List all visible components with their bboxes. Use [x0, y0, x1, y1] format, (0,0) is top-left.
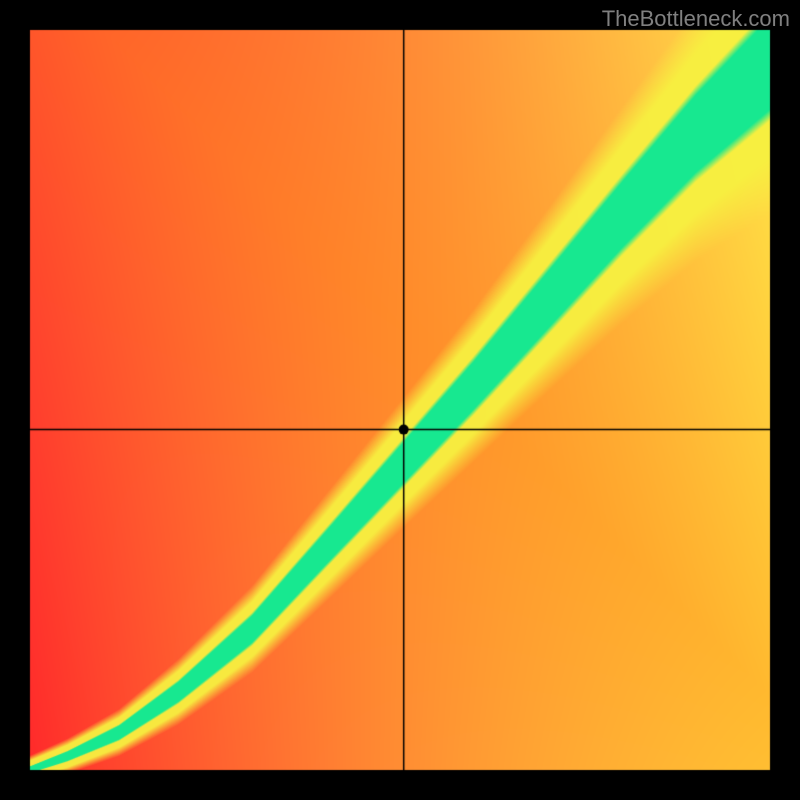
chart-container: TheBottleneck.com [0, 0, 800, 800]
bottleneck-heatmap [0, 0, 800, 800]
watermark-text: TheBottleneck.com [602, 6, 790, 32]
